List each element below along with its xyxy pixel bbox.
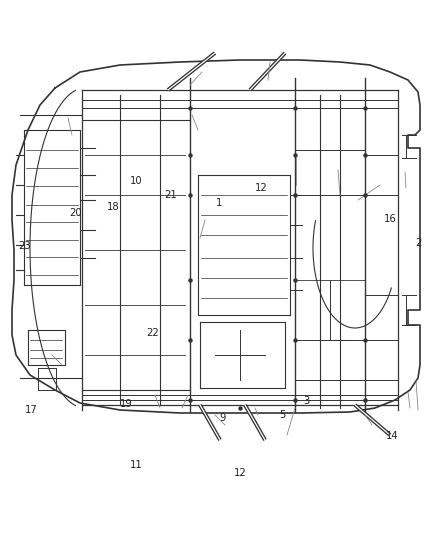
Text: 16: 16 <box>384 214 397 223</box>
Text: 10: 10 <box>130 176 142 186</box>
Text: 9: 9 <box>219 414 226 423</box>
Text: 17: 17 <box>25 406 38 415</box>
Text: 18: 18 <box>107 202 119 212</box>
Text: 14: 14 <box>386 431 398 441</box>
Text: 12: 12 <box>233 469 247 478</box>
Text: 5: 5 <box>279 410 286 419</box>
Text: 2: 2 <box>415 238 421 247</box>
Text: 20: 20 <box>69 208 81 218</box>
Text: 23: 23 <box>18 241 30 251</box>
Text: 1: 1 <box>216 198 222 207</box>
Text: 22: 22 <box>146 328 159 338</box>
Text: 3: 3 <box>304 396 310 406</box>
Text: 21: 21 <box>164 190 177 199</box>
Text: 19: 19 <box>120 399 133 409</box>
Text: 12: 12 <box>254 183 268 192</box>
Text: 11: 11 <box>129 460 142 470</box>
